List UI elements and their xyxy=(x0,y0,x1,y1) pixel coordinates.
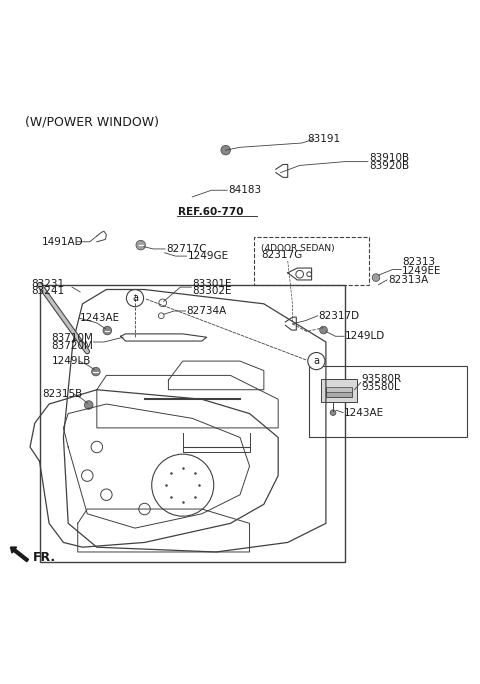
Circle shape xyxy=(372,274,380,281)
Circle shape xyxy=(221,146,230,155)
Text: 93580L: 93580L xyxy=(362,382,400,393)
Text: a: a xyxy=(313,356,319,366)
Text: 83720M: 83720M xyxy=(51,341,94,351)
Text: 82717C: 82717C xyxy=(166,244,206,254)
Text: 1249GE: 1249GE xyxy=(188,251,228,261)
FancyArrow shape xyxy=(11,547,28,562)
Text: 82313A: 82313A xyxy=(388,275,428,285)
Text: 82317G: 82317G xyxy=(262,250,303,260)
Text: 1243AE: 1243AE xyxy=(80,313,120,323)
Text: 84183: 84183 xyxy=(228,185,261,195)
Text: (4DOOR SEDAN): (4DOOR SEDAN) xyxy=(262,244,335,253)
Text: 1249LB: 1249LB xyxy=(51,356,91,366)
Text: (W/POWER WINDOW): (W/POWER WINDOW) xyxy=(25,116,159,129)
Circle shape xyxy=(92,367,100,376)
Circle shape xyxy=(320,326,327,334)
Bar xyxy=(39,285,345,562)
Text: 83302E: 83302E xyxy=(192,287,232,296)
Text: 83231: 83231 xyxy=(31,279,64,289)
Text: REF.60-770: REF.60-770 xyxy=(178,207,243,218)
Bar xyxy=(321,379,357,402)
Circle shape xyxy=(136,240,145,250)
Text: 83191: 83191 xyxy=(307,134,340,144)
Circle shape xyxy=(84,401,93,409)
Bar xyxy=(254,237,369,285)
Text: 83710M: 83710M xyxy=(51,333,94,343)
Text: 1491AD: 1491AD xyxy=(42,237,84,247)
Text: 1243AE: 1243AE xyxy=(344,408,384,418)
Circle shape xyxy=(308,352,325,369)
Circle shape xyxy=(126,289,144,306)
Text: 83301E: 83301E xyxy=(192,279,232,289)
Circle shape xyxy=(103,326,112,335)
Text: 82317D: 82317D xyxy=(319,311,360,321)
Text: 1249LD: 1249LD xyxy=(345,331,385,341)
Text: 93580R: 93580R xyxy=(362,374,402,384)
Text: 82734A: 82734A xyxy=(187,306,227,316)
Text: 83920B: 83920B xyxy=(369,161,409,172)
Text: 83910B: 83910B xyxy=(369,153,409,163)
Bar xyxy=(326,387,352,392)
Text: 82313: 82313 xyxy=(402,256,435,267)
Circle shape xyxy=(330,410,336,415)
Text: 1249EE: 1249EE xyxy=(402,266,442,276)
Bar xyxy=(326,389,352,397)
Bar xyxy=(309,366,467,438)
Text: 83241: 83241 xyxy=(31,287,64,296)
Text: a: a xyxy=(132,293,138,303)
Text: FR.: FR. xyxy=(33,551,56,564)
Text: 82315B: 82315B xyxy=(42,389,82,399)
